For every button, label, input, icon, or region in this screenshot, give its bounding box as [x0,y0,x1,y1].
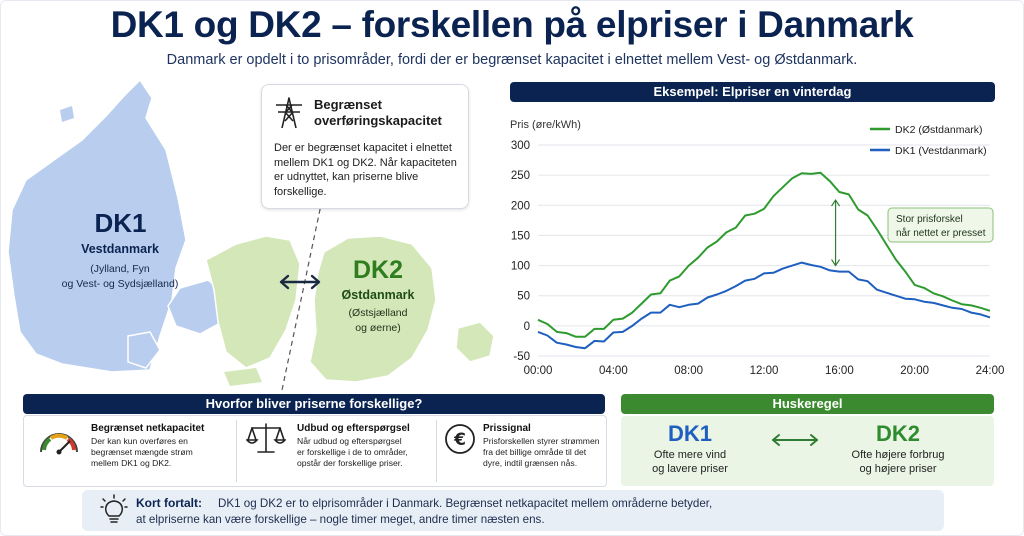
series-line-dk1 [537,261,991,350]
arrow-head [831,259,841,267]
summary-text: DK1 og DK2 er to elprisområder i Danmark… [218,497,713,510]
huskeregel-dk2-label: DK2 [875,421,920,446]
y-axis-label: Pris (øre/kWh) [510,119,581,131]
difference-annotation: Stor prisforskel når nettet er presset [831,198,994,267]
double-arrow-icon [772,434,818,446]
why-item-text: Når udbud og efterspørgsel er forskellige… [297,436,408,468]
x-tick-label: 12:00 [750,365,779,377]
dk1-island-shape [127,331,161,369]
arrow-head [831,198,841,207]
dk2-description: (Østsjælland og øerne) [348,307,408,334]
legend-label: DK1 (Vestdanmark) [895,145,987,157]
y-tick-label: 200 [511,200,530,212]
why-item-title: Udbud og efterspørgsel [297,423,410,434]
page-title: DK1 og DK2 – forskellen på elpriser i Da… [110,4,914,45]
y-tick-label: 250 [511,170,530,182]
why-item-text: Der kan kun overføres en begrænset mængde… [91,436,193,468]
callout-text: Der er begrænset kapacitet i elnettet me… [274,142,457,198]
dk1-jutland-shape [7,78,187,373]
divider [436,420,437,482]
why-item-title: Begrænset netkapacitet [91,423,205,434]
y-ticks: 300 250 200 150 100 50 0 -50 [511,140,530,363]
y-tick-label: 150 [511,230,530,242]
x-tick-label: 04:00 [599,365,628,377]
chart-legend: DK2 (Østdanmark) DK1 (Vestdanmark) [870,124,987,157]
dk2-zealand-shape [309,235,437,383]
x-tick-label: 20:00 [900,365,929,377]
why-panel [23,415,607,487]
why-header: Hvorfor bliver priserne forskellige? [23,394,605,414]
y-tick-label: 100 [511,261,530,273]
dk2-map-label: DK2 [352,256,403,284]
y-tick-label: 300 [511,140,530,152]
price-chart: Pris (øre/kWh) 300 250 200 150 100 50 0 -50 00:… [510,119,1005,377]
annotation-text: når nettet er presset [896,227,986,239]
y-tick-label: 0 [524,321,530,333]
double-arrow-icon [279,274,321,290]
summary-text-2: at elpriserne kan være forskellige – nog… [136,513,545,526]
summary-box [82,490,944,531]
x-tick-label: 00:00 [524,365,553,377]
series-lines [537,171,991,350]
annotation-text: Stor prisforskel [896,214,963,225]
huskeregel-dk2-text: Ofte højere forbrug og højere priser [851,449,945,475]
west-zealand-shape [205,235,301,369]
huskeregel-panel [621,416,994,486]
dk1-description: (Jylland, Fyn og Vest- og Sydsjælland) [61,263,179,290]
power-pylon-icon [276,97,302,129]
dk1-region-label: Vestdanmark [81,242,159,256]
capacity-callout: Begrænset overføringskapacitet Der er be… [261,84,469,209]
euro-icon: € [445,424,475,454]
chart-header: Eksempel: Elpriser en vinterdag [510,82,995,102]
x-ticks: 00:00 04:00 08:00 12:00 16:00 20:00 24:00 [524,365,1005,377]
page-subtitle: Danmark er opdelt i to prisområder, ford… [166,52,858,68]
x-tick-label: 08:00 [674,365,703,377]
huskeregel-header: Huskeregel [621,394,994,414]
huskeregel-dk1-text: Ofte mere vind og lavere priser [652,449,728,475]
lightbulb-icon [100,494,128,523]
x-tick-label: 24:00 [976,365,1005,377]
dk1-funen-shape [167,279,227,335]
legend-label: DK2 (Østdanmark) [895,124,983,136]
dk1-map-label: DK1 [94,208,147,238]
callout-title: Begrænset overføringskapacitet [314,97,442,128]
x-tick-label: 16:00 [825,365,854,377]
why-item-title: Prissignal [483,423,531,434]
summary-label: Kort fortalt: [136,496,202,510]
why-item-text: Prisforskellen styrer strømmen fra det bi… [483,436,600,468]
gauge-icon [40,433,78,455]
annotation-box [887,207,994,243]
series-line-dk2 [537,171,991,338]
scales-icon [246,423,286,453]
svg-text:€: € [453,430,466,450]
y-tick-label: -50 [513,351,530,363]
divider [236,420,237,482]
huskeregel-dk1-label: DK1 [667,421,712,446]
dk1-island-shape [60,106,74,122]
island-shape [224,368,262,386]
y-tick-label: 50 [517,291,530,303]
dk2-region-label: Østdanmark [341,288,415,302]
dk2-bornholm-shape [455,321,495,363]
gridlines [538,144,990,357]
denmark-map [7,78,495,391]
